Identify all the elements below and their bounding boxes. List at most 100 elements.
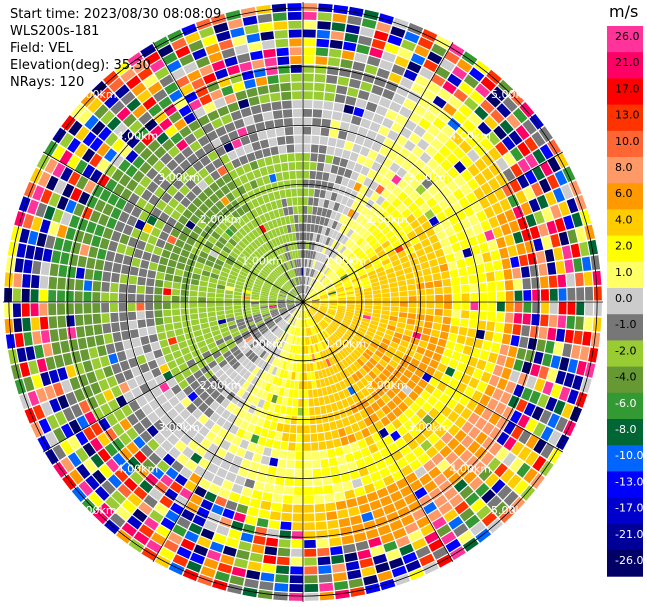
velocity-gate [132,170,145,183]
velocity-gate [533,210,545,225]
velocity-gate [248,364,257,373]
velocity-gate [510,147,524,162]
velocity-gate [313,362,318,371]
velocity-gate [263,372,271,382]
velocity-gate [286,297,295,301]
velocity-gate [270,310,279,315]
velocity-gate [460,407,473,420]
velocity-gate [312,468,322,478]
velocity-gate [364,247,374,255]
velocity-gate [332,563,346,573]
velocity-gate [209,250,219,258]
velocity-gate [567,358,579,374]
range-label: 3.00km [408,171,450,184]
velocity-gate [399,307,408,313]
velocity-gate [233,118,245,129]
velocity-gate [60,167,74,182]
colorbar-swatch [607,523,643,551]
velocity-gate [220,184,231,195]
velocity-gate [232,177,243,188]
velocity-gate [391,174,402,185]
velocity-gate [298,337,302,345]
velocity-gate [151,367,162,378]
velocity-gate [288,592,303,601]
velocity-gate [337,204,346,214]
velocity-gate [421,165,433,177]
velocity-gate [76,415,89,430]
velocity-gate [365,583,381,595]
velocity-gate [52,162,66,178]
velocity-gate [187,69,202,82]
range-label: 3.00km [158,171,200,184]
velocity-gate [460,318,469,328]
velocity-gate [215,126,227,137]
velocity-gate [21,288,30,302]
velocity-gate [523,402,536,417]
velocity-gate [175,45,191,59]
velocity-gate [298,390,303,398]
velocity-gate [281,360,287,370]
velocity-gate [253,250,262,259]
velocity-gate [269,293,278,297]
velocity-gate [210,13,227,26]
velocity-gate [414,466,427,479]
velocity-gate [145,51,161,66]
velocity-gate [443,509,458,523]
velocity-gate [340,472,351,482]
velocity-gate [314,74,326,83]
velocity-gate [249,160,259,171]
velocity-gate [228,169,239,180]
velocity-gate [219,250,229,258]
velocity-gate [309,416,316,425]
velocity-gate [505,291,514,301]
velocity-gate [157,332,167,341]
velocity-gate [317,323,324,331]
velocity-gate [306,232,310,241]
velocity-gate [145,473,159,487]
velocity-gate [173,275,182,283]
velocity-gate [260,295,269,299]
velocity-gate [45,431,59,448]
velocity-gate [205,259,215,268]
velocity-gate [75,431,89,446]
velocity-gate [337,307,346,311]
velocity-gate [379,254,389,262]
velocity-gate [472,223,483,235]
velocity-gate [336,352,344,361]
velocity-gate [243,115,255,126]
velocity-gate [316,538,329,548]
velocity-gate [247,470,258,480]
velocity-gate [307,381,313,389]
velocity-gate [260,234,268,243]
velocity-gate [316,343,322,352]
velocity-gate [346,396,355,406]
velocity-gate [400,339,410,348]
velocity-gate [382,368,392,378]
velocity-gate [585,286,594,301]
velocity-gate [98,126,112,141]
velocity-gate [314,503,325,513]
velocity-gate [289,215,295,224]
velocity-gate [317,547,330,557]
velocity-gate [309,307,317,313]
velocity-gate [221,267,231,274]
velocity-gate [475,83,491,98]
velocity-gate [285,334,291,343]
velocity-gate [304,575,318,584]
velocity-gate [532,289,541,301]
velocity-gate [310,317,315,326]
velocity-gate [425,366,436,376]
velocity-gate [301,337,303,346]
velocity-gate [187,153,199,165]
velocity-gate [439,393,451,405]
velocity-gate [204,491,217,503]
velocity-gate [390,490,403,503]
velocity-gate [278,414,286,423]
velocity-gate [16,243,27,258]
velocity-gate [179,53,195,67]
velocity-gate [77,374,89,387]
velocity-gate [172,350,183,359]
velocity-gate [328,228,335,238]
velocity-gate [280,275,287,283]
velocity-gate [77,109,93,125]
